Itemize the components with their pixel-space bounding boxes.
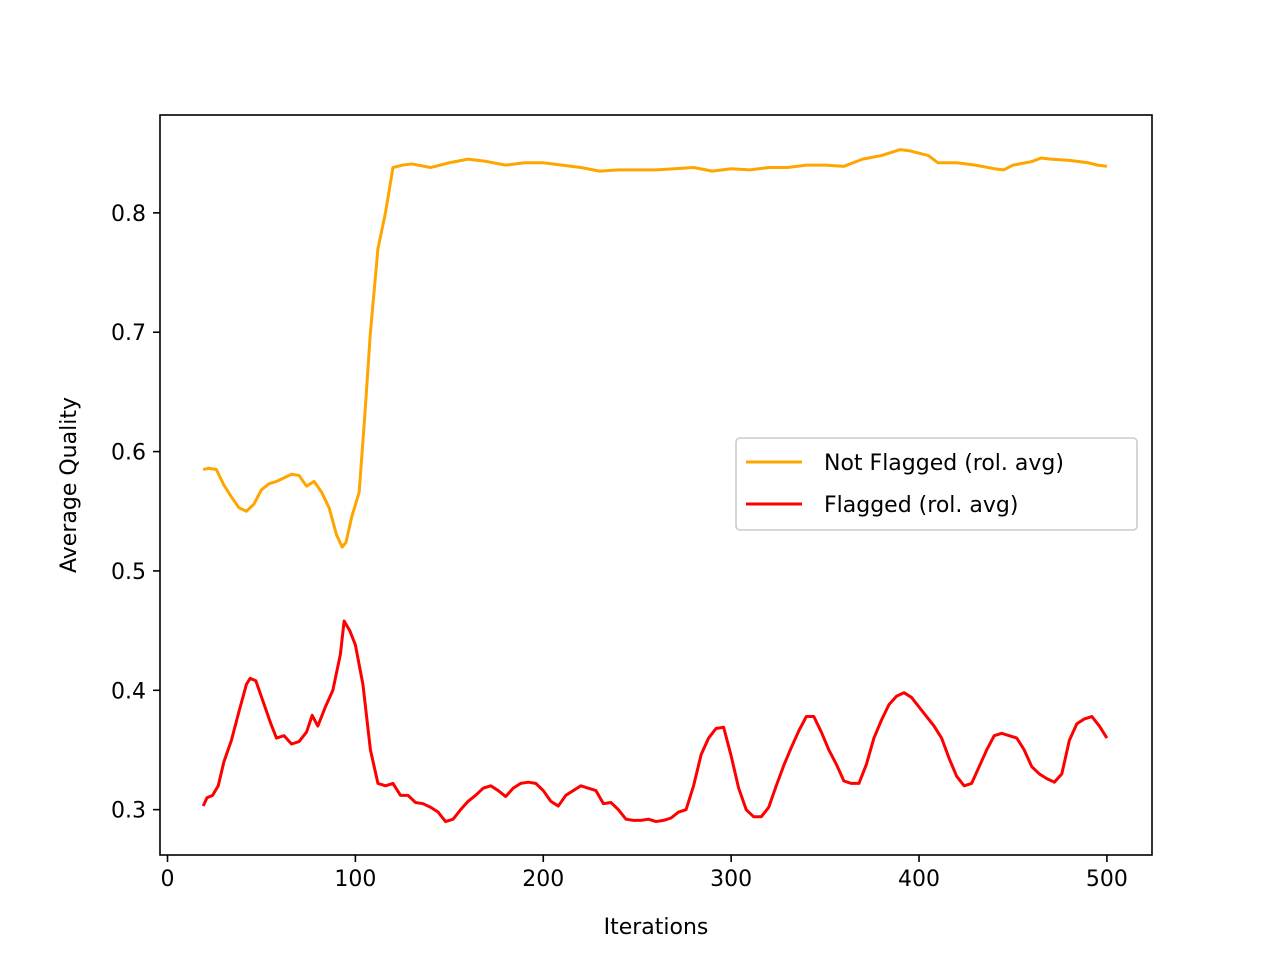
y-tick-label: 0.6 — [111, 441, 146, 466]
x-tick-label: 100 — [334, 867, 376, 892]
x-tick-label: 500 — [1086, 867, 1128, 892]
x-axis-label: Iterations — [604, 915, 709, 940]
y-tick-label: 0.5 — [111, 560, 146, 585]
series-line-not-flagged — [202, 148, 1108, 549]
legend-label-not-flagged: Not Flagged (rol. avg) — [824, 451, 1064, 476]
plot-area — [201, 148, 1109, 824]
legend: Not Flagged (rol. avg) Flagged (rol. avg… — [735, 437, 1138, 531]
y-tick-label: 0.8 — [111, 202, 146, 227]
axes-frame — [159, 114, 1153, 856]
x-axis: 0 100 200 300 400 500 — [161, 855, 1128, 892]
series-line-flagged — [201, 619, 1109, 824]
y-tick-label: 0.7 — [111, 321, 146, 346]
legend-box — [735, 437, 1138, 531]
y-axis: 0.3 0.4 0.5 0.6 0.7 0.8 — [111, 202, 160, 824]
y-tick-label: 0.3 — [111, 799, 146, 824]
x-tick-label: 300 — [710, 867, 752, 892]
legend-label-flagged: Flagged (rol. avg) — [824, 493, 1018, 518]
y-tick-label: 0.4 — [111, 679, 146, 704]
x-tick-label: 0 — [161, 867, 175, 892]
x-tick-label: 200 — [522, 867, 564, 892]
x-tick-label: 400 — [898, 867, 940, 892]
y-axis-label: Average Quality — [57, 397, 82, 573]
